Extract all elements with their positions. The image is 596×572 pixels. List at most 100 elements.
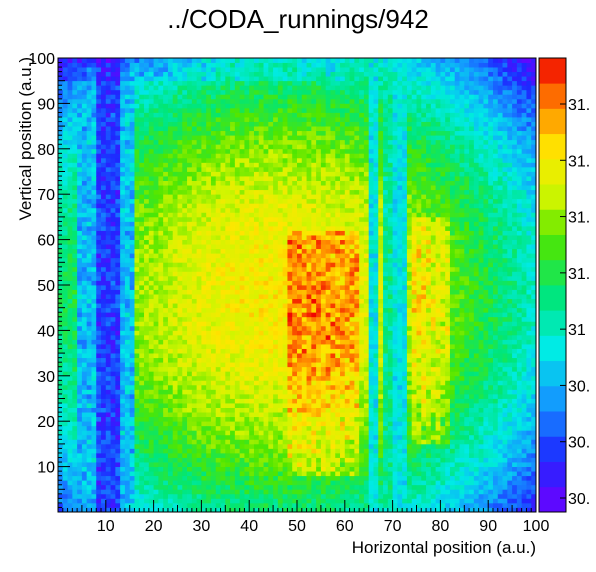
heatmap-cell	[225, 185, 231, 191]
heatmap-cell	[282, 430, 288, 436]
heatmap-cell	[225, 480, 231, 486]
heatmap-cell	[81, 498, 88, 504]
heatmap-cell	[182, 321, 188, 327]
heatmap-cell	[258, 85, 264, 91]
heatmap-cell	[253, 489, 260, 495]
heatmap-cell	[172, 198, 178, 204]
heatmap-cell	[144, 393, 150, 399]
heatmap-cell	[67, 207, 73, 213]
heatmap-cell	[67, 443, 73, 449]
heatmap-cell	[263, 130, 269, 136]
heatmap-cell	[258, 180, 264, 186]
heatmap-cell	[244, 371, 250, 377]
heatmap-cell	[101, 498, 107, 504]
heatmap-cell	[210, 448, 217, 454]
heatmap-cell	[210, 389, 217, 395]
heatmap-cell	[258, 216, 264, 222]
heatmap-cell	[124, 198, 131, 204]
heatmap-cell	[110, 312, 116, 318]
heatmap-cell	[77, 103, 83, 109]
heatmap-cell	[263, 71, 269, 77]
heatmap-cell	[72, 153, 78, 159]
heatmap-cell	[62, 148, 68, 154]
heatmap-cell	[58, 344, 64, 349]
heatmap-cell	[215, 171, 221, 177]
heatmap-cell	[282, 126, 288, 132]
heatmap-cell	[139, 425, 145, 431]
heatmap-cell	[201, 416, 207, 422]
heatmap-cell	[120, 162, 126, 168]
heatmap-cell	[182, 80, 188, 86]
heatmap-cell	[210, 262, 217, 268]
heatmap-cell	[134, 294, 140, 300]
heatmap-cell	[72, 94, 78, 100]
heatmap-cell	[206, 275, 212, 281]
heatmap-cell	[110, 430, 116, 436]
heatmap-cell	[72, 194, 78, 200]
heatmap-cell	[210, 67, 217, 73]
heatmap-cell	[62, 366, 68, 372]
heatmap-cell	[201, 148, 207, 154]
heatmap-cell	[263, 239, 269, 245]
heatmap-cell	[124, 457, 131, 463]
heatmap-cell	[67, 353, 73, 359]
heatmap-cell	[110, 353, 116, 359]
heatmap-cell	[215, 380, 221, 386]
heatmap-cell	[249, 357, 255, 363]
heatmap-cell	[105, 307, 111, 313]
heatmap-cell	[62, 171, 68, 177]
heatmap-cell	[124, 321, 131, 327]
heatmap-cell	[249, 366, 255, 372]
heatmap-cell	[129, 80, 135, 86]
heatmap-cell	[91, 139, 97, 145]
heatmap-cell	[163, 262, 169, 268]
heatmap-cell	[225, 498, 231, 504]
heatmap-cell	[187, 334, 193, 340]
heatmap-cell	[210, 344, 217, 349]
heatmap-cell	[139, 244, 145, 250]
heatmap-cell	[77, 294, 83, 300]
heatmap-cell	[287, 98, 293, 104]
heatmap-cell	[58, 362, 64, 368]
heatmap-cell	[101, 448, 107, 454]
heatmap-cell	[148, 162, 154, 168]
heatmap-cell	[172, 58, 178, 63]
heatmap-cell	[210, 312, 217, 318]
heatmap-cell	[139, 462, 145, 467]
heatmap-cell	[120, 353, 126, 359]
heatmap-cell	[115, 334, 121, 340]
heatmap-cell	[234, 325, 241, 331]
heatmap-cell	[206, 76, 212, 82]
heatmap-cell	[201, 325, 207, 331]
heatmap-cell	[253, 439, 260, 445]
heatmap-cell	[215, 189, 221, 195]
heatmap-cell	[134, 171, 140, 177]
heatmap-cell	[273, 316, 279, 322]
heatmap-cell	[105, 502, 111, 508]
heatmap-cell	[96, 316, 102, 322]
heatmap-cell	[86, 203, 92, 209]
heatmap-cell	[282, 294, 288, 300]
heatmap-cell	[210, 412, 217, 418]
heatmap-cell	[96, 475, 102, 481]
heatmap-cell	[206, 348, 212, 354]
heatmap-cell	[220, 421, 226, 427]
heatmap-cell	[110, 321, 116, 327]
heatmap-cell	[215, 312, 221, 318]
heatmap-cell	[67, 348, 73, 354]
heatmap-cell	[273, 198, 279, 204]
heatmap-cell	[177, 58, 183, 63]
heatmap-cell	[230, 80, 236, 86]
heatmap-cell	[234, 375, 241, 381]
heatmap-cell	[244, 271, 250, 277]
heatmap-cell	[234, 298, 241, 304]
heatmap-cell	[210, 185, 217, 191]
heatmap-cell	[239, 285, 245, 290]
heatmap-cell	[234, 103, 241, 109]
heatmap-cell	[96, 76, 102, 82]
heatmap-cell	[239, 498, 245, 504]
heatmap-cell	[268, 325, 274, 331]
heatmap-cell	[91, 303, 97, 309]
heatmap-cell	[62, 121, 68, 127]
heatmap-cell	[239, 480, 245, 486]
